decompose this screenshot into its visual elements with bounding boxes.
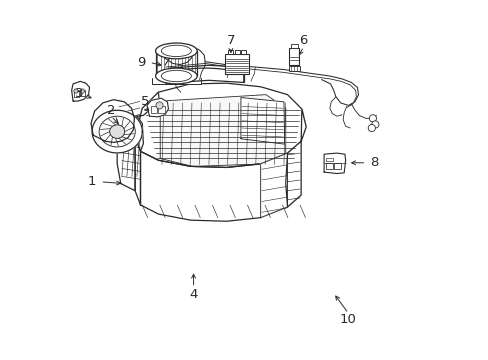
Ellipse shape: [155, 43, 197, 59]
Ellipse shape: [155, 68, 197, 84]
Text: 7: 7: [226, 34, 235, 48]
Text: 4: 4: [189, 288, 197, 301]
Ellipse shape: [371, 121, 378, 128]
Ellipse shape: [367, 125, 375, 132]
Bar: [289, 48, 299, 65]
Polygon shape: [301, 109, 305, 141]
Polygon shape: [147, 98, 168, 117]
Polygon shape: [324, 153, 345, 174]
Bar: [290, 44, 297, 48]
Polygon shape: [241, 98, 284, 144]
Polygon shape: [92, 110, 142, 153]
Ellipse shape: [74, 89, 78, 93]
Text: 3: 3: [75, 87, 83, 100]
Polygon shape: [135, 83, 305, 167]
Ellipse shape: [80, 89, 84, 93]
Bar: [158, 106, 164, 113]
Polygon shape: [152, 78, 201, 84]
Bar: [325, 158, 332, 161]
Polygon shape: [135, 137, 140, 205]
Text: 5: 5: [140, 95, 149, 108]
Ellipse shape: [368, 115, 376, 122]
Bar: [150, 106, 157, 113]
Bar: [80, 90, 85, 96]
Polygon shape: [117, 92, 159, 137]
Polygon shape: [285, 141, 301, 207]
Polygon shape: [117, 116, 143, 191]
Ellipse shape: [109, 125, 124, 138]
Text: 9: 9: [137, 56, 145, 69]
Bar: [74, 90, 79, 97]
Polygon shape: [166, 65, 244, 83]
Bar: [333, 163, 340, 169]
Text: 8: 8: [369, 156, 378, 169]
Bar: [234, 50, 240, 54]
Polygon shape: [140, 141, 301, 221]
Polygon shape: [72, 81, 89, 101]
Text: 1: 1: [87, 175, 96, 188]
Bar: [224, 54, 249, 74]
Text: 10: 10: [339, 312, 356, 326]
Bar: [227, 50, 233, 54]
Polygon shape: [260, 153, 287, 218]
Text: 2: 2: [107, 104, 115, 117]
Polygon shape: [164, 44, 191, 64]
Polygon shape: [160, 95, 285, 166]
Ellipse shape: [156, 102, 163, 109]
Text: 6: 6: [299, 34, 307, 48]
Bar: [158, 47, 165, 54]
Bar: [241, 50, 246, 54]
Bar: [288, 66, 300, 71]
Bar: [325, 163, 332, 169]
